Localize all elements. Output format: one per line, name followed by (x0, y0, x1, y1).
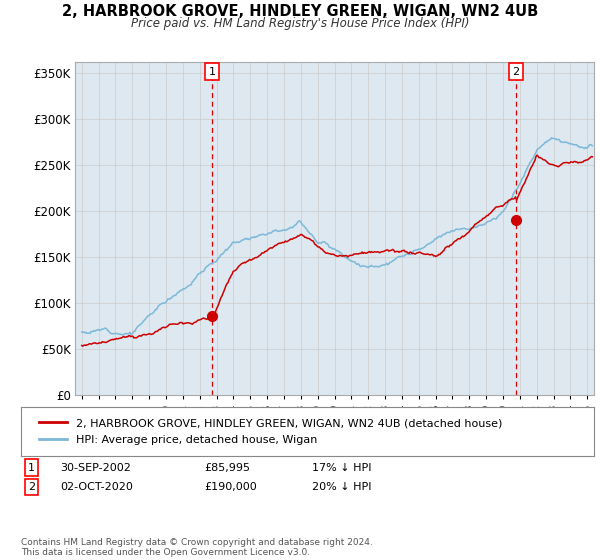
Text: Price paid vs. HM Land Registry's House Price Index (HPI): Price paid vs. HM Land Registry's House … (131, 17, 469, 30)
Text: 1: 1 (28, 463, 35, 473)
Text: 30-SEP-2002: 30-SEP-2002 (60, 463, 131, 473)
Text: £190,000: £190,000 (204, 482, 257, 492)
Text: 2: 2 (28, 482, 35, 492)
Legend: 2, HARBROOK GROVE, HINDLEY GREEN, WIGAN, WN2 4UB (detached house), HPI: Average : 2, HARBROOK GROVE, HINDLEY GREEN, WIGAN,… (32, 412, 509, 452)
Text: £85,995: £85,995 (204, 463, 250, 473)
Text: 20% ↓ HPI: 20% ↓ HPI (312, 482, 371, 492)
Text: 2: 2 (512, 67, 519, 77)
Text: 1: 1 (209, 67, 216, 77)
Text: 02-OCT-2020: 02-OCT-2020 (60, 482, 133, 492)
Text: Contains HM Land Registry data © Crown copyright and database right 2024.
This d: Contains HM Land Registry data © Crown c… (21, 538, 373, 557)
Text: 17% ↓ HPI: 17% ↓ HPI (312, 463, 371, 473)
Text: 2, HARBROOK GROVE, HINDLEY GREEN, WIGAN, WN2 4UB: 2, HARBROOK GROVE, HINDLEY GREEN, WIGAN,… (62, 4, 538, 19)
